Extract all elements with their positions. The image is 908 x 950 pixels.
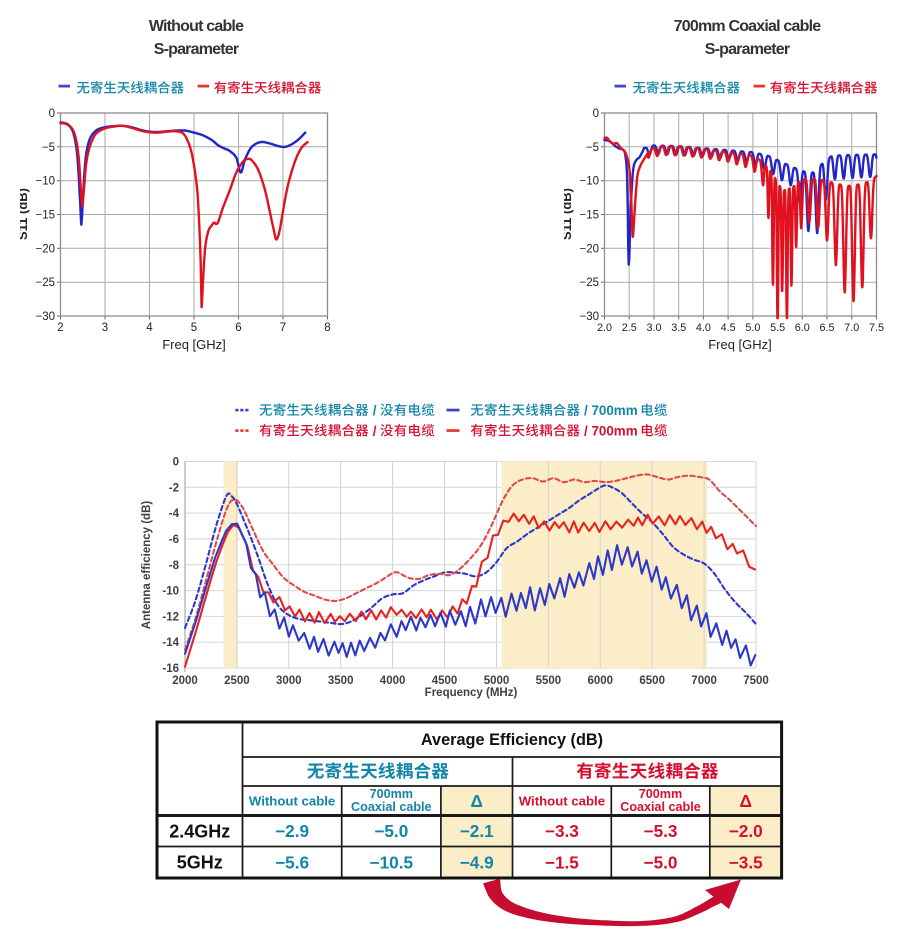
- svg-text:Δ: Δ: [471, 790, 483, 810]
- svg-text:−2.9: −2.9: [275, 821, 309, 841]
- svg-text:8: 8: [324, 322, 330, 334]
- svg-text:2.5: 2.5: [622, 322, 637, 334]
- svg-text:6.0: 6.0: [795, 322, 810, 334]
- svg-text:Coaxial cable: Coaxial cable: [621, 800, 702, 814]
- svg-text:6: 6: [235, 322, 241, 334]
- svg-text:−5: −5: [42, 142, 55, 154]
- svg-text:-12: -12: [162, 611, 179, 623]
- svg-text:−30: −30: [35, 311, 55, 323]
- svg-text:−10: −10: [35, 176, 55, 188]
- svg-text:−10: −10: [579, 176, 599, 188]
- svg-text:4.0: 4.0: [696, 322, 711, 334]
- svg-text:−3.3: −3.3: [545, 821, 579, 841]
- svg-text:7000: 7000: [691, 675, 717, 687]
- svg-text:-6: -6: [169, 534, 179, 546]
- svg-text:5500: 5500: [536, 675, 562, 687]
- svg-text:-4: -4: [169, 508, 180, 520]
- svg-text:S11 (dB): S11 (dB): [564, 188, 574, 240]
- svg-text:-10: -10: [162, 586, 179, 598]
- svg-text:/ 700mm: / 700mm: [580, 403, 641, 418]
- svg-text:5000: 5000: [484, 675, 510, 687]
- svg-text:−15: −15: [35, 210, 55, 222]
- svg-text:-8: -8: [169, 560, 180, 572]
- svg-text:−15: −15: [579, 210, 599, 222]
- svg-text:−2.0: −2.0: [729, 821, 763, 841]
- svg-text:5: 5: [191, 322, 197, 334]
- svg-text:7.0: 7.0: [844, 322, 859, 334]
- svg-text:Freq [GHz]: Freq [GHz]: [708, 337, 772, 352]
- svg-text:3000: 3000: [276, 675, 302, 687]
- svg-text:2.0: 2.0: [597, 322, 612, 334]
- svg-text:Δ: Δ: [740, 790, 752, 810]
- svg-text:0: 0: [49, 108, 55, 120]
- svg-text:Coaxial cable: Coaxial cable: [351, 800, 432, 814]
- svg-text:Without cable: Without cable: [249, 793, 335, 808]
- svg-text:−30: −30: [579, 311, 599, 323]
- svg-text:/ 700mm: / 700mm: [580, 423, 641, 438]
- svg-text:5.5: 5.5: [770, 322, 785, 334]
- svg-text:−5.0: −5.0: [644, 852, 678, 872]
- svg-text:3.0: 3.0: [646, 322, 661, 334]
- svg-text:4: 4: [146, 322, 153, 334]
- svg-text:Average Efficiency (dB): Average Efficiency (dB): [421, 731, 603, 749]
- svg-text:0: 0: [593, 108, 599, 120]
- svg-text:Frequency (MHz): Frequency (MHz): [425, 687, 518, 699]
- svg-text:Without cable: Without cable: [519, 793, 605, 808]
- svg-text:−2.1: −2.1: [460, 821, 494, 841]
- svg-text:7500: 7500: [743, 675, 769, 687]
- svg-text:Freq [GHz]: Freq [GHz]: [162, 337, 226, 352]
- svg-text:−5.6: −5.6: [275, 852, 309, 872]
- svg-text:3: 3: [102, 322, 108, 334]
- svg-text:4000: 4000: [380, 675, 406, 687]
- svg-text:Antenna efficiency (dB): Antenna efficiency (dB): [141, 501, 153, 630]
- svg-text:−25: −25: [579, 277, 599, 289]
- svg-text:4.5: 4.5: [721, 322, 736, 334]
- svg-text:−10.5: −10.5: [370, 852, 414, 872]
- svg-text:−25: −25: [35, 277, 55, 289]
- svg-text:2.4GHz: 2.4GHz: [170, 821, 231, 841]
- svg-text:7.5: 7.5: [869, 322, 884, 334]
- svg-text:3500: 3500: [328, 675, 354, 687]
- svg-text:−20: −20: [35, 243, 55, 255]
- svg-text:−5.0: −5.0: [375, 821, 409, 841]
- svg-text:−5: −5: [586, 142, 599, 154]
- svg-text:S11 (dB): S11 (dB): [20, 188, 30, 240]
- svg-text:0: 0: [173, 457, 179, 469]
- svg-text:/: /: [369, 423, 380, 438]
- svg-text:−3.5: −3.5: [729, 852, 763, 872]
- svg-text:6500: 6500: [639, 675, 665, 687]
- svg-text:2000: 2000: [172, 675, 198, 687]
- svg-text:5GHz: 5GHz: [177, 852, 223, 872]
- svg-text:−4.9: −4.9: [460, 852, 494, 872]
- svg-text:2: 2: [57, 322, 63, 334]
- svg-text:2500: 2500: [224, 675, 250, 687]
- svg-text:-14: -14: [162, 637, 179, 649]
- svg-text:-16: -16: [162, 663, 179, 675]
- svg-text:−5.3: −5.3: [644, 821, 678, 841]
- svg-text:700mm: 700mm: [639, 787, 682, 801]
- svg-text:5.0: 5.0: [745, 322, 760, 334]
- svg-text:6.5: 6.5: [819, 322, 834, 334]
- svg-text:7: 7: [280, 322, 286, 334]
- svg-text:-2: -2: [169, 482, 179, 494]
- svg-text:6000: 6000: [588, 675, 614, 687]
- svg-text:4500: 4500: [432, 675, 458, 687]
- svg-text:3.5: 3.5: [671, 322, 686, 334]
- svg-text:700mm: 700mm: [370, 787, 413, 801]
- svg-text:−20: −20: [579, 243, 599, 255]
- svg-text:/: /: [369, 403, 380, 418]
- svg-text:−1.5: −1.5: [545, 852, 579, 872]
